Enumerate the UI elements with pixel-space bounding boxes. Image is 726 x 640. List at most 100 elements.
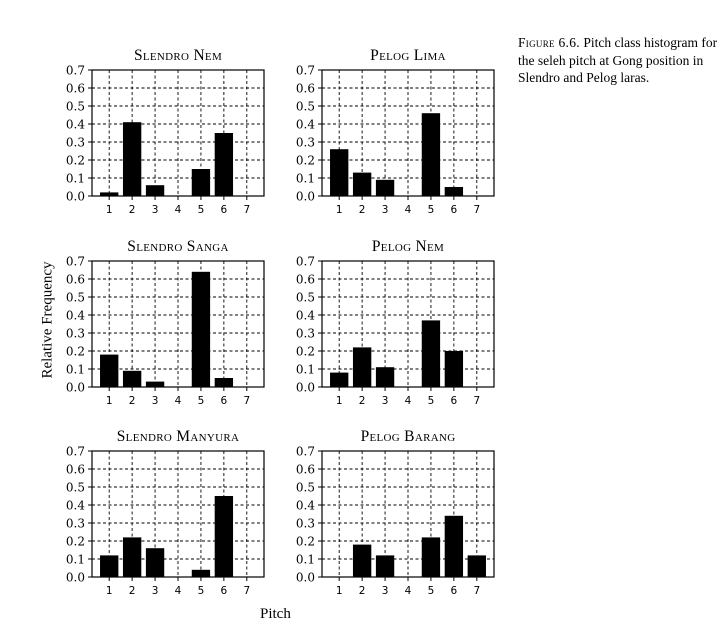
plot-frame	[321, 69, 495, 197]
panel-slendro-manyura: Slendro Manyura 0.0 0.1 0.2 0.3 0.4 0.5 0.6 0.7 1…	[66, 428, 265, 597]
x-tick-label: 4	[405, 585, 412, 597]
bar-6	[214, 496, 234, 577]
chart-title-slendro-sanga: Slendro Sanga	[127, 238, 228, 255]
bar-3	[375, 367, 395, 387]
y-tick-label: 0.2	[296, 154, 315, 168]
x-tick-label: 2	[129, 204, 136, 216]
y-tick-label: 0.1	[66, 172, 85, 186]
bar-6	[214, 133, 234, 196]
y-tick-label: 0.6	[296, 82, 315, 96]
bar-2	[122, 370, 142, 387]
panel-slendro-sanga: Slendro Sanga 0.0 0.1 0.2 0.3 0.4 0.5 0.6 0.7 1 2 3…	[66, 238, 265, 407]
x-tick-label: 1	[336, 585, 343, 597]
y-tick-label: 0.7	[296, 64, 315, 78]
bar-5	[191, 569, 211, 577]
bar-5	[191, 271, 211, 387]
bar-6	[444, 187, 464, 196]
panel-pelog-barang: Pelog Barang 0.0 0.1 0.2 0.3 0.4 0.5 0.6 0.7 1 2 3 4…	[296, 428, 495, 597]
x-tick-label: 1	[336, 395, 343, 407]
chart-title-pelog-lima: Pelog Lima	[370, 47, 446, 64]
x-tick-label: 7	[243, 585, 250, 597]
y-tick-label: 0.5	[66, 481, 85, 495]
y-tick-label: 0.1	[66, 553, 85, 567]
x-tick-label: 5	[198, 204, 205, 216]
caption-text: Pitch class histogram for the seleh pitc…	[518, 35, 718, 85]
bar-1	[100, 555, 119, 577]
bar-6	[214, 378, 234, 387]
y-tick-label: 0.0	[66, 381, 85, 395]
x-tick-label: 6	[221, 204, 228, 216]
x-tick-label: 7	[473, 395, 480, 407]
x-tick-label: 3	[382, 395, 389, 407]
bar-6	[444, 351, 464, 387]
chart-title-pelog-nem: Pelog Nem	[372, 238, 444, 255]
chart-title-slendro-manyura: Slendro Manyura	[117, 428, 239, 445]
bar-2	[352, 544, 372, 577]
bar-2	[352, 347, 372, 387]
x-tick-label: 1	[106, 585, 113, 597]
y-tick-label: 0.1	[296, 172, 315, 186]
x-tick-label: 4	[405, 395, 412, 407]
y-tick-label: 0.6	[296, 463, 315, 477]
x-tick-label: 6	[221, 585, 228, 597]
y-tick-label: 0.7	[66, 64, 85, 78]
y-tick-label: 0.5	[66, 291, 85, 305]
x-tick-label: 4	[175, 585, 182, 597]
bar-2	[122, 537, 142, 577]
y-tick-label: 0.2	[296, 345, 315, 359]
y-tick-label: 0.3	[296, 136, 315, 150]
x-tick-label: 5	[428, 395, 435, 407]
y-tick-label: 0.2	[66, 345, 85, 359]
x-tick-label: 6	[451, 204, 458, 216]
bar-7	[467, 555, 486, 577]
bar-3	[145, 548, 165, 577]
panel-pelog-lima: Pelog Lima 0.0 0.1 0.2 0.3 0.4 0.5 0.6 0.7 1 2 3 4 5 6…	[296, 47, 495, 216]
x-tick-label: 7	[473, 204, 480, 216]
x-tick-label: 5	[198, 395, 205, 407]
y-tick-label: 0.5	[296, 481, 315, 495]
y-tick-label: 0.3	[296, 517, 315, 531]
y-tick-label: 0.4	[296, 499, 315, 513]
y-tick-label: 0.0	[66, 571, 85, 585]
x-tick-label: 4	[175, 395, 182, 407]
panel-slendro-nem: Slendro Nem 0.0 0.1 0.2 0.3 0.4 0.5 0.6 0.7 1 2 3 4 5…	[66, 47, 265, 216]
bar-5	[421, 537, 441, 577]
bar-1	[100, 354, 119, 387]
y-tick-label: 0.6	[66, 82, 85, 96]
bar-5	[421, 113, 441, 196]
y-tick-label: 0.7	[296, 445, 315, 459]
y-tick-label: 0.2	[66, 535, 85, 549]
y-tick-label: 0.2	[66, 154, 85, 168]
y-tick-label: 0.6	[66, 463, 85, 477]
y-tick-label: 0.2	[296, 535, 315, 549]
y-tick-label: 0.6	[66, 273, 85, 287]
plot-frame	[321, 260, 495, 388]
x-tick-label: 6	[451, 395, 458, 407]
y-tick-label: 0.7	[296, 255, 315, 269]
x-tick-label: 4	[405, 204, 412, 216]
y-tick-label: 0.1	[296, 363, 315, 377]
y-tick-label: 0.1	[66, 363, 85, 377]
figure-caption: Figure 6.6. Pitch class histogram for th…	[518, 34, 718, 87]
bar-1	[330, 372, 349, 387]
x-axis-label: Pitch	[260, 606, 291, 622]
y-tick-label: 0.1	[296, 553, 315, 567]
y-tick-label: 0.5	[296, 100, 315, 114]
y-tick-label: 0.6	[296, 273, 315, 287]
bar-2	[352, 172, 372, 196]
y-tick-label: 0.5	[66, 100, 85, 114]
bar-3	[145, 185, 165, 196]
plot-frame	[321, 450, 495, 578]
x-tick-label: 5	[198, 585, 205, 597]
y-tick-label: 0.3	[66, 517, 85, 531]
y-tick-label: 0.5	[296, 291, 315, 305]
x-tick-label: 6	[451, 585, 458, 597]
x-tick-label: 2	[129, 585, 136, 597]
x-tick-label: 3	[382, 585, 389, 597]
bar-3	[375, 179, 395, 196]
bar-3	[375, 555, 395, 577]
y-tick-label: 0.4	[66, 118, 85, 132]
x-tick-label: 2	[129, 395, 136, 407]
